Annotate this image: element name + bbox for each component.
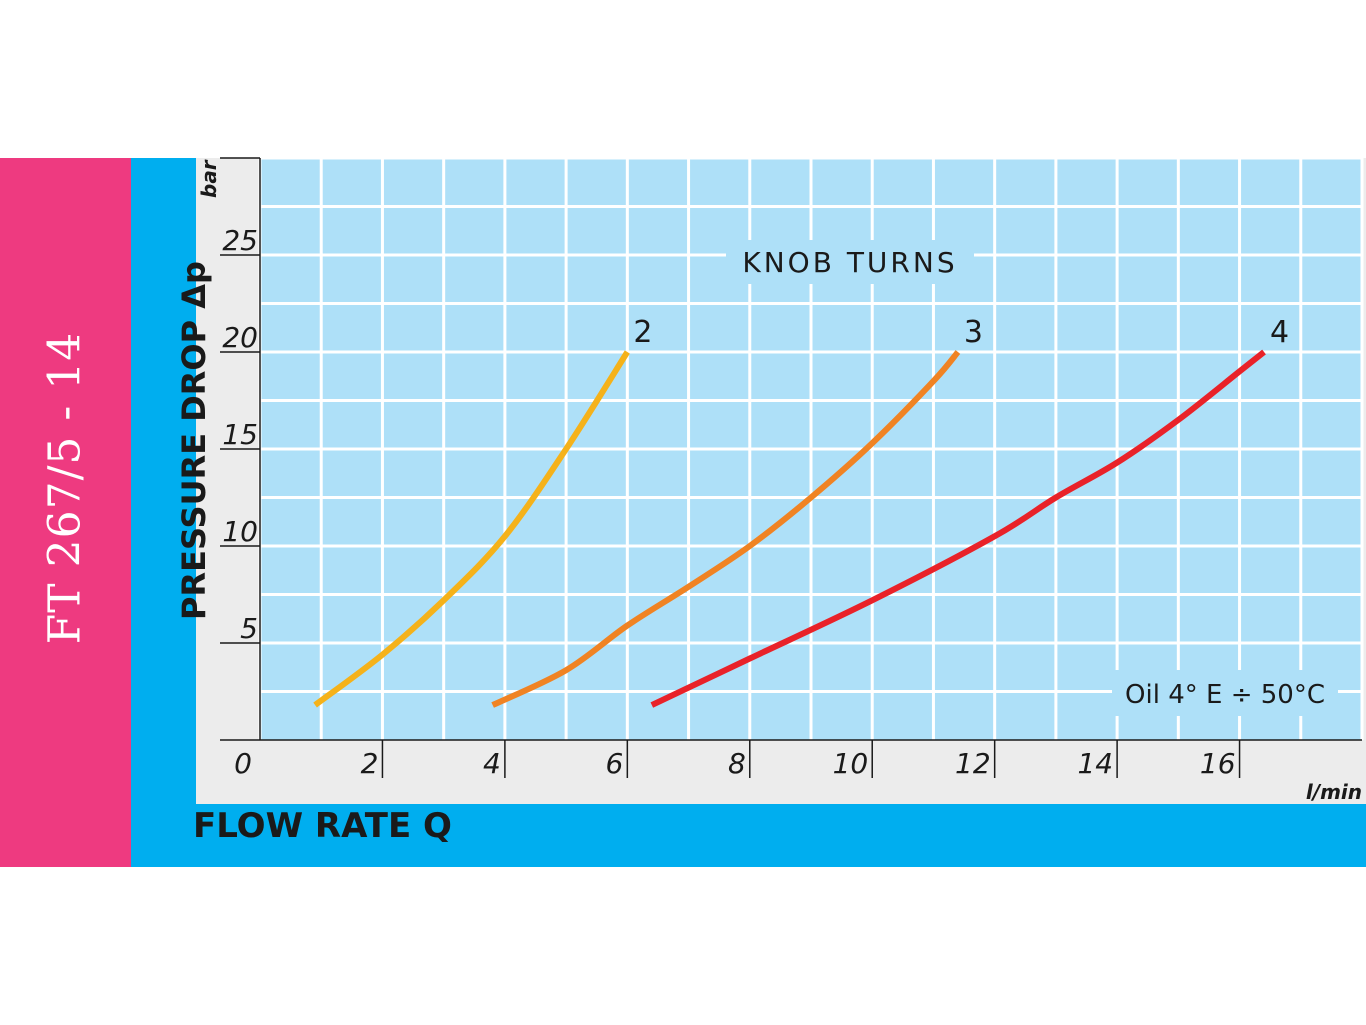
x-axis-label: FLOW RATE Q xyxy=(193,806,452,846)
y-axis-label: PRESSURE DROP Δp xyxy=(175,261,213,620)
legend-title: KNOB TURNS xyxy=(742,246,957,279)
x-tick-label: 10 xyxy=(833,747,869,780)
x-tick-label: 6 xyxy=(606,747,624,780)
x-tick-label: 2 xyxy=(361,747,379,780)
y-tick-label: 10 xyxy=(222,515,258,548)
y-tick-label: 25 xyxy=(222,224,258,257)
x-tick-label: 8 xyxy=(728,747,746,780)
x-tick-label: 4 xyxy=(483,747,501,780)
series-label-4: 4 xyxy=(1270,315,1289,350)
series-label-3: 3 xyxy=(964,315,983,350)
oil-annotation: Oil 4° E ÷ 50°C xyxy=(1125,680,1325,710)
y-tick-label: 20 xyxy=(222,321,258,354)
y-unit-label: bar xyxy=(197,159,221,198)
x-unit-label: l/min xyxy=(1306,780,1362,804)
x-tick-label: 16 xyxy=(1200,747,1236,780)
x-tick-label: 12 xyxy=(955,747,991,780)
series-label-2: 2 xyxy=(633,315,652,350)
y-tick-label: 15 xyxy=(222,418,258,451)
x-tick-label: 0 xyxy=(234,747,252,780)
x-tick-label: 14 xyxy=(1077,747,1113,780)
y-tick-label: 5 xyxy=(240,612,258,645)
